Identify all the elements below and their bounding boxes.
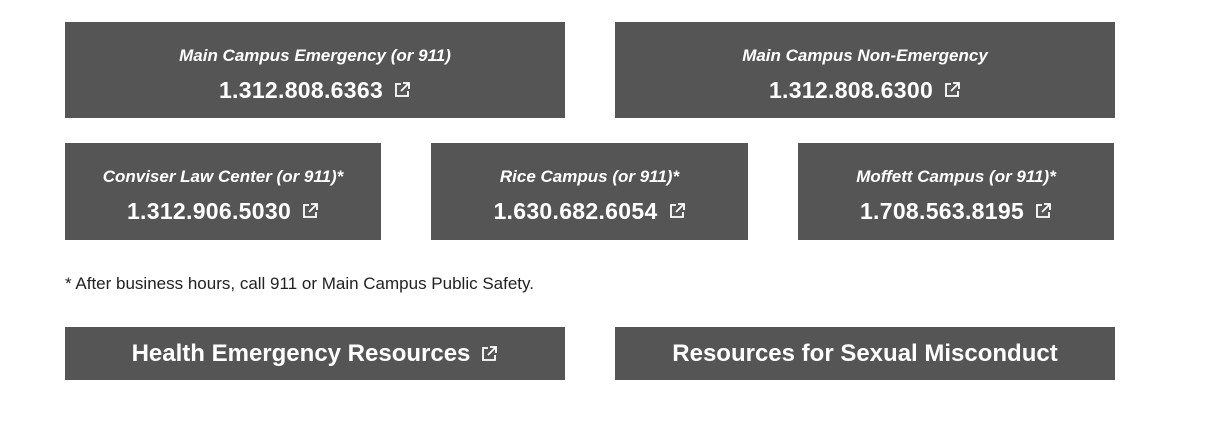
button-label: Resources for Sexual Misconduct: [672, 339, 1058, 367]
contact-label: Conviser Law Center (or 911)*: [102, 167, 344, 186]
contact-card-conviser[interactable]: Conviser Law Center (or 911)* 1.312.906.…: [65, 143, 381, 240]
contact-phone-link[interactable]: 1.312.808.6300: [615, 76, 1115, 104]
phone-number: 1.312.808.6363: [218, 77, 384, 103]
external-link-icon: [1034, 202, 1052, 220]
contact-phone-link[interactable]: 1.708.563.8195: [798, 197, 1114, 225]
phone-number: 1.312.906.5030: [126, 198, 292, 224]
contact-card-rice[interactable]: Rice Campus (or 911)* 1.630.682.6054: [431, 143, 748, 240]
external-link-icon: [943, 81, 961, 99]
external-link-icon: [301, 202, 319, 220]
contact-card-moffett[interactable]: Moffett Campus (or 911)* 1.708.563.8195: [798, 143, 1114, 240]
health-emergency-resources-button[interactable]: Health Emergency Resources: [65, 327, 565, 380]
external-link-icon: [668, 202, 686, 220]
contact-card-main-nonemergency[interactable]: Main Campus Non-Emergency 1.312.808.6300: [615, 22, 1115, 118]
button-label: Health Emergency Resources: [131, 339, 471, 367]
contact-label: Moffett Campus (or 911)*: [856, 167, 1056, 186]
contact-label: Main Campus Emergency (or 911): [179, 46, 451, 65]
phone-number: 1.630.682.6054: [493, 198, 658, 224]
sexual-misconduct-resources-button[interactable]: Resources for Sexual Misconduct: [615, 327, 1115, 380]
contact-phone-link[interactable]: 1.630.682.6054: [431, 197, 748, 225]
contact-phone-link[interactable]: 1.312.906.5030: [65, 197, 381, 225]
after-hours-note: * After business hours, call 911 or Main…: [65, 274, 534, 293]
contact-label: Rice Campus (or 911)*: [499, 167, 680, 186]
contact-label: Main Campus Non-Emergency: [742, 46, 988, 65]
contact-card-main-emergency[interactable]: Main Campus Emergency (or 911) 1.312.808…: [65, 22, 565, 118]
phone-number: 1.708.563.8195: [859, 198, 1025, 224]
external-link-icon: [480, 345, 498, 363]
contact-phone-link[interactable]: 1.312.808.6363: [65, 76, 565, 104]
phone-number: 1.312.808.6300: [768, 77, 934, 103]
external-link-icon: [393, 81, 411, 99]
